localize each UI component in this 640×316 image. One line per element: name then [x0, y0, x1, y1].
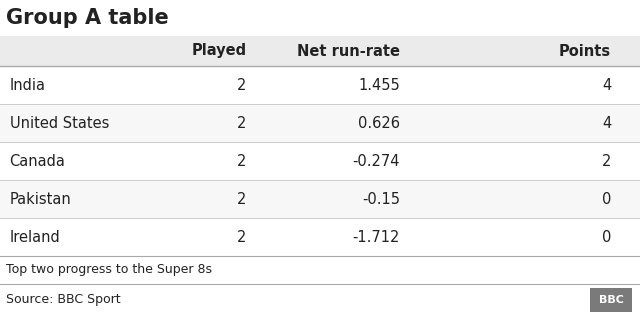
Text: 4: 4 [602, 116, 611, 131]
Text: Ireland: Ireland [10, 229, 60, 245]
Text: United States: United States [10, 116, 109, 131]
Text: -0.15: -0.15 [362, 191, 400, 206]
Text: -1.712: -1.712 [353, 229, 400, 245]
Text: 0.626: 0.626 [358, 116, 400, 131]
Text: 2: 2 [237, 116, 246, 131]
Text: Source: BBC Sport: Source: BBC Sport [6, 294, 120, 307]
Text: India: India [10, 77, 45, 93]
Bar [0, 218, 640, 256]
Text: 2: 2 [602, 154, 611, 168]
Text: 2: 2 [237, 229, 246, 245]
Text: Pakistan: Pakistan [10, 191, 71, 206]
Text: Canada: Canada [10, 154, 65, 168]
Text: Top two progress to the Super 8s: Top two progress to the Super 8s [6, 264, 212, 276]
Text: Points: Points [559, 44, 611, 58]
Text: Played: Played [191, 44, 246, 58]
Text: 0: 0 [602, 229, 611, 245]
Text: Group A table: Group A table [6, 8, 169, 28]
Text: 1.455: 1.455 [358, 77, 400, 93]
Text: 2: 2 [237, 191, 246, 206]
Text: BBC: BBC [598, 295, 623, 305]
Bar [0, 36, 640, 66]
Text: 2: 2 [237, 77, 246, 93]
Bar [590, 289, 632, 312]
Text: 4: 4 [602, 77, 611, 93]
Bar [0, 180, 640, 218]
Bar [0, 142, 640, 180]
Bar [0, 256, 640, 284]
Text: 0: 0 [602, 191, 611, 206]
Bar [0, 104, 640, 142]
Text: 2: 2 [237, 154, 246, 168]
Text: -0.274: -0.274 [353, 154, 400, 168]
Text: Net run-rate: Net run-rate [297, 44, 400, 58]
Bar [0, 66, 640, 104]
Bar [0, 284, 640, 316]
